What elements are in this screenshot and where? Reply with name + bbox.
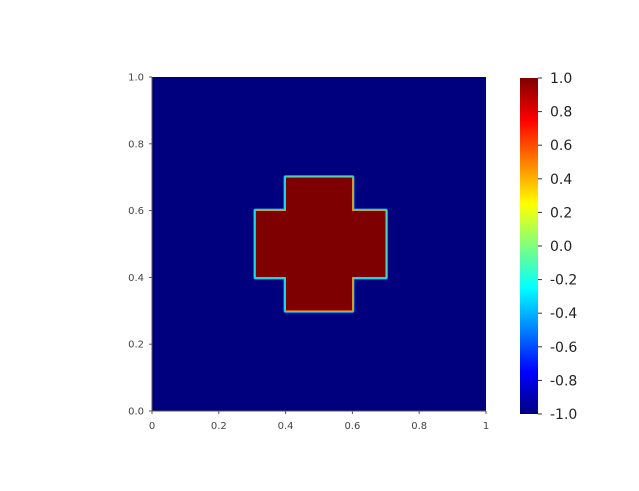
colorbar-tick-label: 0.0: [550, 239, 572, 255]
colorbar-tick-label: -1.0: [550, 407, 577, 423]
colorbar-tick-label: 0.4: [550, 172, 572, 188]
axes: [151, 77, 486, 412]
colorbar-tick-label: 0.6: [550, 138, 572, 154]
colorbar-ticks: 1.0 0.8 0.6 0.4 0.2 0.0 -0.2 -0.4 -0.6 -0.8 -1.0: [538, 71, 577, 423]
x-axis: 0 0.2 0.4 0.6 0.8 1: [149, 411, 489, 432]
colorbar-tick-label: -0.2: [550, 273, 577, 289]
colorbar-tick-label: -0.6: [550, 340, 577, 356]
colorbar-tick-label: 0.2: [550, 205, 572, 221]
y-tick-label: 0.6: [128, 206, 144, 217]
x-tick-label: 0.2: [211, 421, 227, 432]
y-tick-label: 0.4: [128, 273, 144, 284]
colorbar-tick-label: -0.4: [550, 306, 577, 322]
y-tick-label: 0.0: [128, 407, 144, 418]
y-axis: 0.0 0.2 0.4 0.6 0.8 1.0: [128, 73, 152, 418]
colorbar-tick-label: -0.8: [550, 373, 577, 389]
y-tick-label: 0.2: [128, 340, 144, 351]
colorbar-tick-label: 0.8: [550, 105, 572, 121]
colorbar-tick-label: 1.0: [550, 71, 572, 87]
x-tick-label: 0: [149, 421, 155, 432]
x-tick-label: 1: [483, 421, 489, 432]
x-tick-label: 0.4: [278, 421, 294, 432]
y-tick-label: 1.0: [128, 73, 144, 84]
colorbar-gradient: [520, 78, 538, 414]
cross-fill: [255, 176, 387, 312]
plot-area: [151, 77, 486, 412]
x-tick-label: 0.8: [411, 421, 427, 432]
colorbar: 1.0 0.8 0.6 0.4 0.2 0.0 -0.2 -0.4 -0.6 -0.8 -1.0: [520, 71, 577, 423]
x-tick-label: 0.6: [344, 421, 360, 432]
y-tick-label: 0.8: [128, 139, 144, 150]
cross-shape: [253, 175, 388, 313]
